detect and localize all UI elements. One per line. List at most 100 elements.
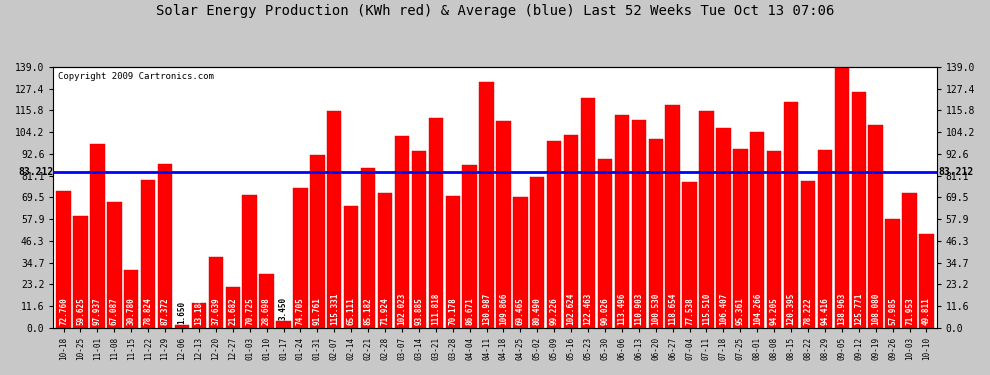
Text: 77.538: 77.538 bbox=[685, 297, 694, 325]
Bar bbox=[801, 181, 815, 328]
Text: 59.625: 59.625 bbox=[76, 297, 85, 325]
Text: 115.331: 115.331 bbox=[330, 292, 339, 325]
Bar bbox=[835, 67, 849, 328]
Text: 49.811: 49.811 bbox=[922, 297, 931, 325]
Bar bbox=[429, 118, 443, 328]
Bar bbox=[632, 120, 646, 328]
Text: 93.885: 93.885 bbox=[415, 297, 424, 325]
Text: 28.698: 28.698 bbox=[262, 297, 271, 325]
Bar bbox=[243, 195, 256, 328]
Text: 109.866: 109.866 bbox=[499, 292, 508, 325]
Text: 90.026: 90.026 bbox=[601, 297, 610, 325]
Text: 71.924: 71.924 bbox=[380, 297, 389, 325]
Bar bbox=[547, 141, 561, 328]
Bar bbox=[124, 270, 139, 328]
Bar bbox=[784, 102, 798, 328]
Text: 102.624: 102.624 bbox=[566, 292, 575, 325]
Text: 95.361: 95.361 bbox=[736, 297, 744, 325]
Bar bbox=[192, 303, 206, 328]
Text: 113.496: 113.496 bbox=[618, 292, 627, 325]
Text: 21.682: 21.682 bbox=[229, 297, 238, 325]
Text: 94.416: 94.416 bbox=[821, 297, 830, 325]
Bar bbox=[734, 149, 747, 328]
Text: 70.178: 70.178 bbox=[448, 297, 457, 325]
Text: 125.771: 125.771 bbox=[854, 292, 863, 325]
Text: 122.463: 122.463 bbox=[583, 292, 593, 325]
Bar bbox=[157, 164, 172, 328]
Bar bbox=[479, 82, 494, 328]
Bar bbox=[496, 122, 511, 328]
Text: 86.671: 86.671 bbox=[465, 297, 474, 325]
Bar bbox=[682, 182, 697, 328]
Bar bbox=[412, 152, 426, 328]
Text: 70.725: 70.725 bbox=[246, 297, 254, 325]
Text: Copyright 2009 Cartronics.com: Copyright 2009 Cartronics.com bbox=[57, 72, 214, 81]
Bar bbox=[665, 105, 680, 328]
Text: 13.188: 13.188 bbox=[194, 297, 203, 325]
Bar bbox=[615, 115, 629, 328]
Bar bbox=[598, 159, 612, 328]
Bar bbox=[107, 202, 122, 328]
Bar bbox=[750, 132, 764, 328]
Bar bbox=[56, 191, 70, 328]
Bar bbox=[90, 144, 105, 328]
Bar bbox=[395, 136, 409, 328]
Text: 83.212: 83.212 bbox=[19, 166, 53, 177]
Bar bbox=[902, 193, 917, 328]
Text: 69.465: 69.465 bbox=[516, 297, 525, 325]
Text: 130.987: 130.987 bbox=[482, 292, 491, 325]
Bar bbox=[361, 168, 375, 328]
Bar bbox=[716, 128, 731, 328]
Bar bbox=[648, 139, 663, 328]
Text: 102.023: 102.023 bbox=[397, 292, 407, 325]
Text: 91.761: 91.761 bbox=[313, 297, 322, 325]
Bar bbox=[378, 193, 392, 328]
Text: 87.372: 87.372 bbox=[160, 297, 169, 325]
Text: 1.650: 1.650 bbox=[177, 301, 186, 324]
Text: 37.639: 37.639 bbox=[211, 297, 221, 325]
Bar bbox=[767, 151, 781, 328]
Text: 57.985: 57.985 bbox=[888, 297, 897, 325]
Text: 120.395: 120.395 bbox=[787, 292, 796, 325]
Text: 78.824: 78.824 bbox=[144, 297, 152, 325]
Text: 115.510: 115.510 bbox=[702, 292, 711, 325]
Bar bbox=[310, 156, 325, 328]
Text: 138.963: 138.963 bbox=[838, 292, 846, 325]
Text: 108.080: 108.080 bbox=[871, 292, 880, 325]
Bar bbox=[513, 197, 528, 328]
Text: 94.205: 94.205 bbox=[769, 297, 779, 325]
Bar bbox=[462, 165, 477, 328]
Text: 71.953: 71.953 bbox=[905, 297, 914, 325]
Bar bbox=[226, 287, 240, 328]
Bar bbox=[699, 111, 714, 328]
Bar bbox=[327, 111, 342, 328]
Text: 78.222: 78.222 bbox=[804, 297, 813, 325]
Bar bbox=[581, 98, 595, 328]
Bar bbox=[344, 206, 358, 328]
Bar bbox=[446, 196, 460, 328]
Text: 118.654: 118.654 bbox=[668, 292, 677, 325]
Text: 85.182: 85.182 bbox=[363, 297, 372, 325]
Text: 111.818: 111.818 bbox=[432, 292, 441, 325]
Text: 104.266: 104.266 bbox=[752, 292, 761, 325]
Text: 3.450: 3.450 bbox=[279, 297, 288, 320]
Text: 65.111: 65.111 bbox=[346, 297, 355, 325]
Bar bbox=[818, 150, 833, 328]
Text: 100.530: 100.530 bbox=[651, 292, 660, 325]
Text: 97.937: 97.937 bbox=[93, 297, 102, 325]
Bar bbox=[530, 177, 544, 328]
Bar bbox=[175, 325, 189, 328]
Text: 99.226: 99.226 bbox=[549, 297, 558, 325]
Text: 30.780: 30.780 bbox=[127, 297, 136, 325]
Text: 74.705: 74.705 bbox=[296, 297, 305, 325]
Bar bbox=[141, 180, 155, 328]
Bar bbox=[293, 188, 308, 328]
Text: Solar Energy Production (KWh red) & Average (blue) Last 52 Weeks Tue Oct 13 07:0: Solar Energy Production (KWh red) & Aver… bbox=[155, 4, 835, 18]
Text: 72.760: 72.760 bbox=[59, 297, 68, 325]
Bar bbox=[276, 321, 291, 328]
Text: 106.407: 106.407 bbox=[719, 292, 728, 325]
Bar bbox=[885, 219, 900, 328]
Text: 67.087: 67.087 bbox=[110, 297, 119, 325]
Bar bbox=[851, 92, 866, 328]
Bar bbox=[868, 125, 883, 328]
